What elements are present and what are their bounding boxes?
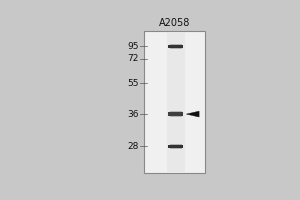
Text: 95: 95 [127, 42, 139, 51]
Bar [170, 116, 182, 117]
Text: 28: 28 [127, 142, 139, 151]
Bar [167, 32, 185, 173]
Text: 36: 36 [127, 110, 139, 119]
Text: 55: 55 [127, 79, 139, 88]
Text: 72: 72 [127, 54, 139, 63]
Bar [145, 31, 205, 173]
Bar [170, 148, 182, 149]
Bar [170, 48, 182, 49]
Bar [170, 144, 182, 145]
Bar [170, 111, 182, 112]
Bar [170, 44, 182, 45]
Bar [168, 145, 183, 148]
Text: A2058: A2058 [159, 18, 190, 28]
Polygon shape [186, 111, 199, 117]
Bar [168, 112, 183, 116]
Bar [168, 45, 183, 48]
